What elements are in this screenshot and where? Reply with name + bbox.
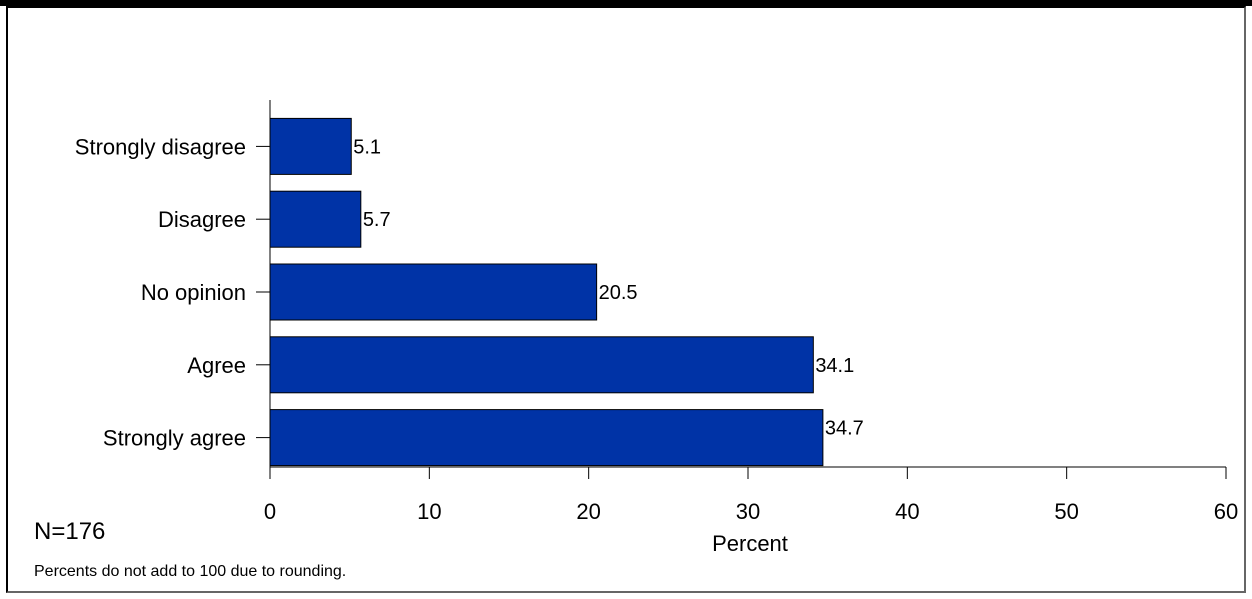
category-label: No opinion [141, 280, 246, 305]
x-tick-label: 50 [1054, 499, 1078, 524]
chart-frame [6, 6, 1246, 593]
category-label: Strongly agree [103, 426, 246, 451]
value-labels-group: 5.1 5.7 20.5 34.1 34.7 [353, 136, 864, 439]
category-label: Agree [187, 353, 246, 378]
top-border-strip [0, 0, 1252, 6]
bar-disagree [269, 190, 362, 248]
sample-size-label: N=176 [34, 518, 106, 545]
x-tick-label: 0 [264, 499, 276, 524]
x-tick-label: 60 [1214, 499, 1238, 524]
bar-agree [269, 336, 814, 394]
x-tick-label: 40 [895, 499, 919, 524]
value-label: 20.5 [599, 282, 638, 304]
value-label: 34.1 [815, 355, 854, 377]
bars-group [269, 117, 824, 467]
x-axis-title: Percent [712, 531, 788, 556]
value-label: 34.7 [825, 418, 864, 440]
bar-strongly-disagree [269, 117, 352, 175]
value-label: 5.1 [353, 136, 381, 158]
rounding-footnote: Percents do not add to 100 due to roundi… [34, 563, 347, 580]
bar-strongly-agree [269, 409, 824, 467]
category-label: Disagree [158, 207, 246, 232]
category-labels-group: Strongly disagree Disagree No opinion Agree… [75, 134, 246, 450]
ticks-group: 0 10 20 30 40 50 60 [256, 145, 1238, 524]
x-tick-label: 20 [576, 499, 600, 524]
value-label: 5.7 [363, 209, 391, 231]
x-tick-label: 10 [417, 499, 441, 524]
x-tick-label: 30 [736, 499, 760, 524]
category-label: Strongly disagree [75, 134, 246, 159]
bar-no-opinion [269, 263, 598, 321]
